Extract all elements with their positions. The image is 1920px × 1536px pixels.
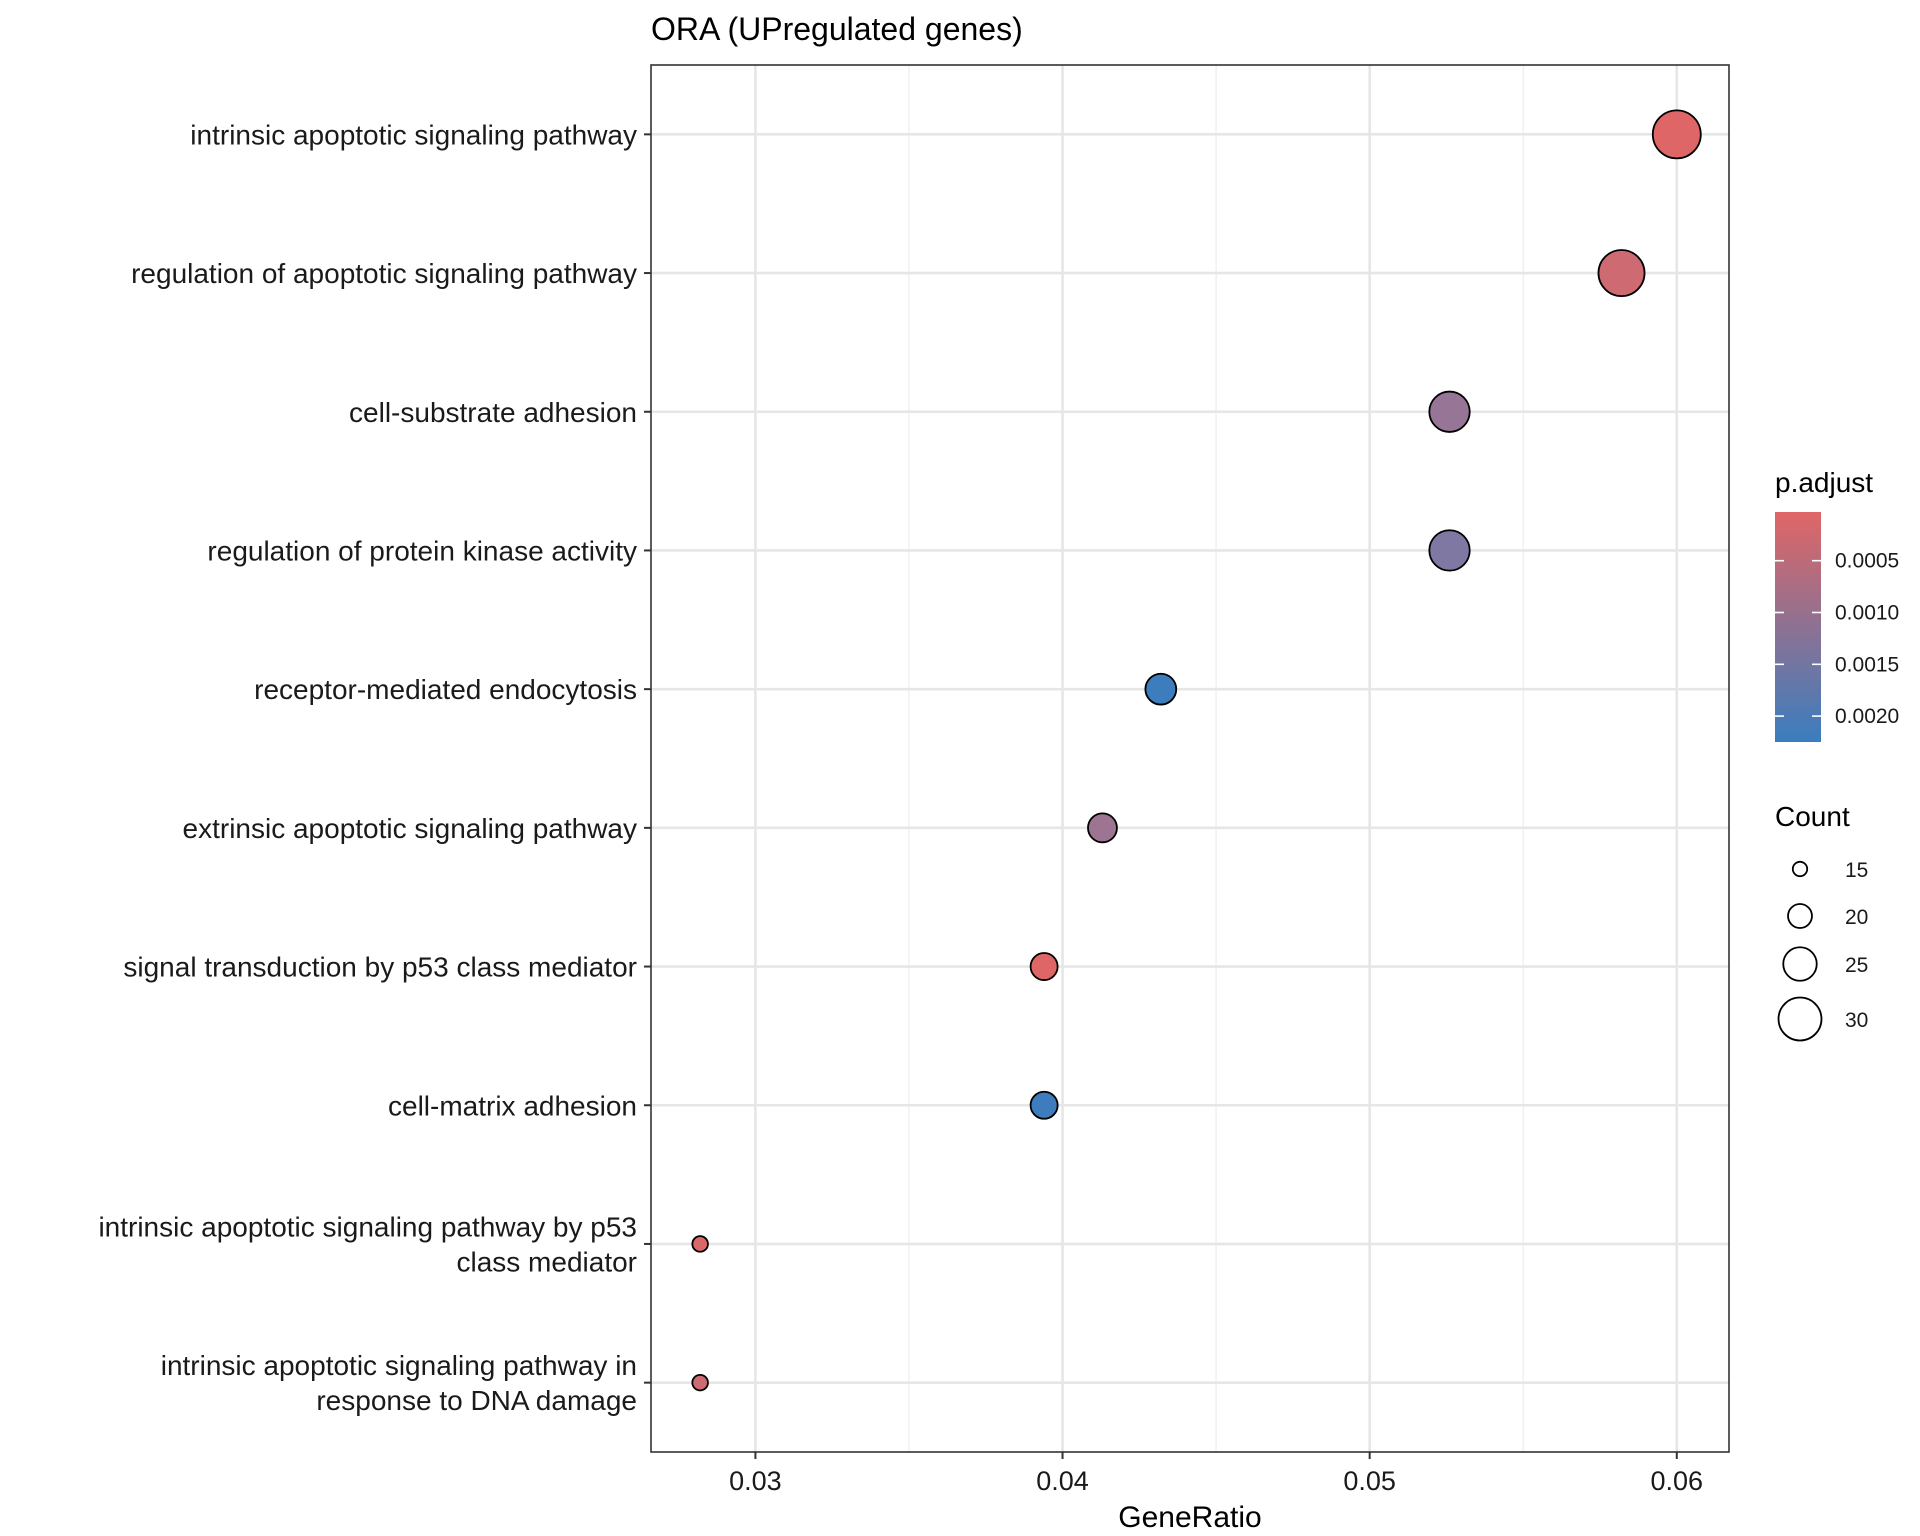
grid-layer (651, 65, 1729, 1452)
y-tick-label: regulation of apoptotic signaling pathwa… (131, 258, 637, 289)
color-legend-title: p.adjust (1775, 467, 1873, 498)
size-legend-label: 15 (1845, 859, 1868, 882)
size-legend-label: 20 (1845, 906, 1868, 929)
panel-border (650, 64, 1730, 1453)
size-legend-circle (1782, 946, 1818, 982)
x-tick-label: 0.03 (729, 1466, 782, 1496)
size-legend-circle (1787, 903, 1813, 929)
size-legend-items: 15 20 25 30 (1777, 859, 1868, 1042)
data-point (691, 1373, 709, 1392)
points-layer (691, 109, 1702, 1392)
y-tick-label: intrinsic apoptotic signaling pathway by… (98, 1211, 637, 1242)
size-legend-title: Count (1775, 801, 1850, 832)
data-point (691, 1235, 709, 1253)
y-tick-label: intrinsic apoptotic signaling pathway in (161, 1350, 637, 1381)
x-tick-label: 0.05 (1343, 1466, 1396, 1496)
chart-title: ORA (UPregulated genes) (651, 11, 1023, 47)
y-tick-label: response to DNA damage (316, 1385, 637, 1416)
size-legend-circle (1777, 996, 1823, 1042)
size-legend-label: 30 (1845, 1009, 1868, 1032)
size-legend-label: 25 (1845, 954, 1868, 977)
color-legend-bar (1775, 512, 1821, 742)
data-point (1087, 812, 1118, 844)
y-tick-label: class mediator (456, 1246, 637, 1277)
color-legend-label: 0.0010 (1835, 601, 1899, 624)
y-tick-label: receptor-mediated endocytosis (254, 674, 637, 705)
y-axis: intrinsic apoptotic signaling pathway reg… (98, 119, 651, 1416)
color-legend-ticks: 0.0005 0.0010 0.0015 0.0020 (1775, 550, 1899, 728)
data-point (1651, 109, 1702, 160)
data-point (1428, 529, 1471, 572)
y-tick-label: extrinsic apoptotic signaling pathway (183, 813, 637, 844)
x-tick-label: 0.06 (1651, 1466, 1704, 1496)
x-tick-label: 0.04 (1036, 1466, 1089, 1496)
color-legend-label: 0.0020 (1835, 705, 1899, 728)
y-tick-label: intrinsic apoptotic signaling pathway (190, 119, 637, 150)
data-point (1144, 672, 1178, 706)
size-legend-circle (1791, 860, 1809, 878)
color-legend-label: 0.0005 (1835, 550, 1899, 573)
y-tick-label: signal transduction by p53 class mediato… (123, 952, 637, 983)
data-point (1029, 952, 1059, 981)
data-point (1428, 390, 1471, 433)
y-tick-label: cell-matrix adhesion (388, 1090, 637, 1121)
data-point (1029, 1090, 1059, 1120)
data-point (1597, 249, 1646, 297)
y-tick-label: regulation of protein kinase activity (207, 535, 637, 566)
y-tick-label: cell-substrate adhesion (349, 397, 637, 428)
x-axis: 0.03 0.04 0.05 0.06 (729, 1452, 1703, 1496)
color-legend-label: 0.0015 (1835, 653, 1899, 676)
x-axis-title: GeneRatio (1118, 1501, 1261, 1534)
